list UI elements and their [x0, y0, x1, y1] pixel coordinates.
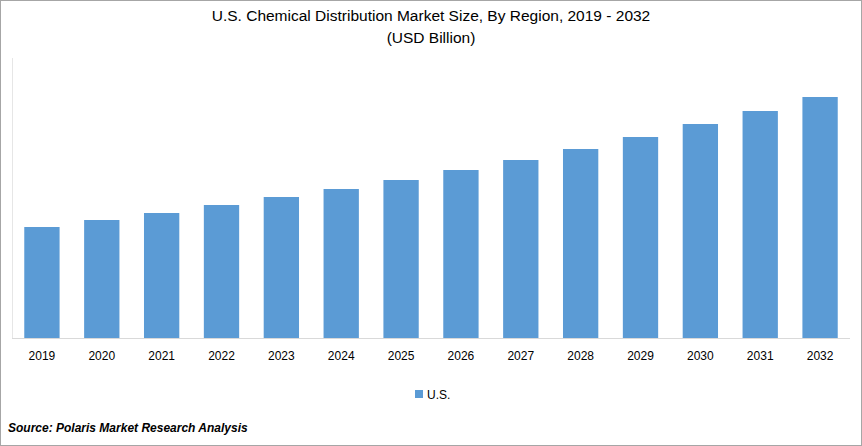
y-axis-line: [12, 58, 13, 338]
x-tick-label: 2020: [88, 349, 115, 363]
x-axis-line: [12, 338, 850, 339]
bar: [743, 111, 778, 338]
x-tick-label: 2024: [328, 349, 355, 363]
x-tick-label: 2021: [148, 349, 175, 363]
bar: [84, 220, 119, 338]
title: U.S. Chemical Distribution Market Size, …: [212, 7, 651, 24]
bar: [563, 149, 598, 338]
bars: [24, 97, 837, 338]
bar: [802, 97, 837, 338]
bar: [144, 213, 179, 338]
x-tick-label: 2032: [807, 349, 834, 363]
bar: [383, 180, 418, 338]
bar: [503, 160, 538, 338]
x-tick-label: 2022: [208, 349, 235, 363]
chart: U.S. Chemical Distribution Market Size, …: [0, 0, 862, 446]
bar: [683, 124, 718, 338]
x-tick-label: 2019: [29, 349, 56, 363]
bar: [204, 205, 239, 338]
x-tick-label: 2025: [388, 349, 415, 363]
x-tick-label: 2031: [747, 349, 774, 363]
x-tick-label: 2030: [687, 349, 714, 363]
legend-swatch: [415, 390, 423, 398]
subtitle: (USD Billion): [387, 29, 476, 46]
x-tick-label: 2029: [627, 349, 654, 363]
frame: [1, 1, 862, 446]
bar: [264, 197, 299, 338]
legend-label: U.S.: [427, 388, 450, 402]
bar: [623, 137, 658, 338]
x-tick-label: 2026: [448, 349, 475, 363]
source: Source: Polaris Market Research Analysis: [8, 421, 248, 435]
x-tick-label: 2027: [507, 349, 534, 363]
bar: [24, 227, 59, 338]
bar: [443, 170, 478, 338]
x-tick-label: 2028: [567, 349, 594, 363]
bar: [324, 189, 359, 338]
x-tick-label: 2023: [268, 349, 295, 363]
